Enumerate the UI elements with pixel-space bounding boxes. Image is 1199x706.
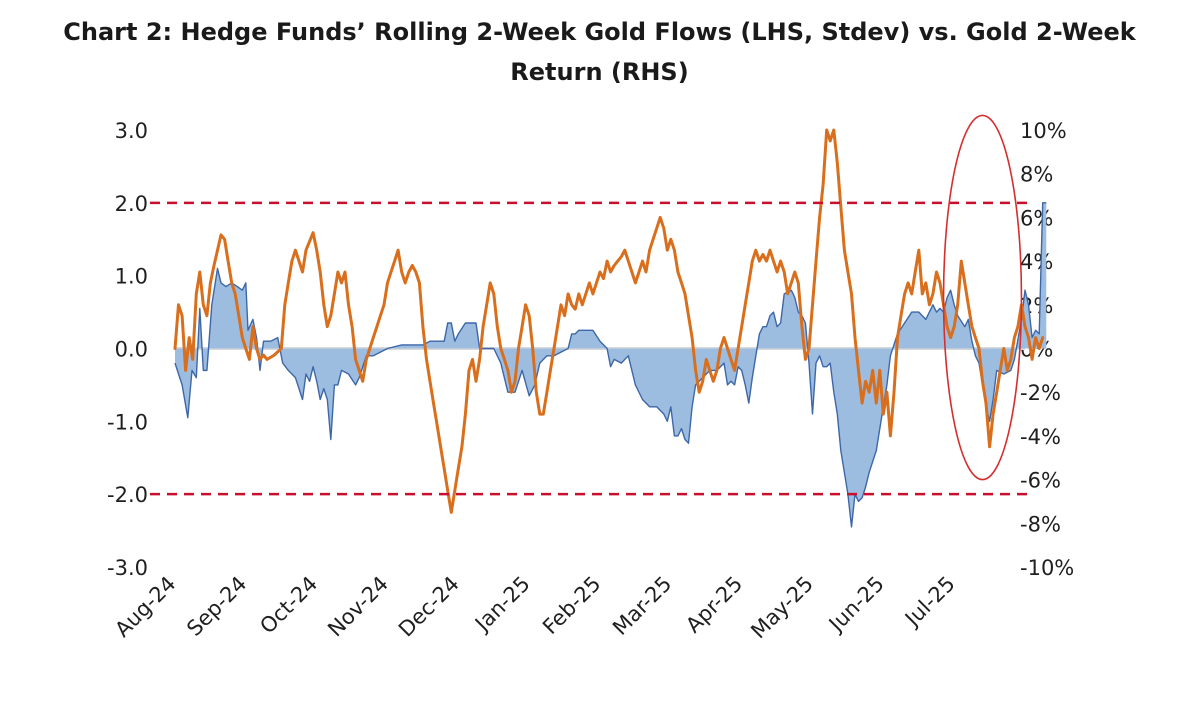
- right-axis-tick-label: -2%: [1020, 381, 1061, 405]
- left-axis-tick-label: -1.0: [107, 410, 148, 434]
- left-axis-tick-label: 3.0: [115, 119, 148, 143]
- x-axis-tick-label: Sep-24: [182, 572, 251, 641]
- x-axis-tick-label: Dec-24: [394, 572, 464, 642]
- x-axis-tick-label: May-25: [746, 572, 818, 644]
- left-axis-tick-label: 0.0: [115, 338, 148, 362]
- gold-return-line: [173, 128, 1045, 514]
- chart-title-line-1: Chart 2: Hedge Funds’ Rolling 2-Week Gol…: [63, 18, 1136, 46]
- x-axis-tick-label: Oct-24: [255, 572, 322, 639]
- x-axis-tick-label: Jan-25: [469, 572, 535, 638]
- hedge-fund-flows-line: [174, 202, 1047, 528]
- left-axis-tick-label: 2.0: [115, 192, 148, 216]
- right-axis-tick-label: 8%: [1020, 163, 1053, 187]
- x-axis-tick-label: Feb-25: [538, 572, 606, 640]
- right-axis-tick-label: 10%: [1020, 119, 1067, 143]
- right-axis-tick-label: -10%: [1020, 556, 1074, 580]
- x-axis-tick-label: Nov-24: [323, 572, 393, 642]
- x-axis-tick-label: Mar-25: [608, 572, 676, 640]
- right-axis-tick-label: -6%: [1020, 469, 1061, 493]
- right-axis-tick-label: 4%: [1020, 250, 1053, 274]
- right-axis-tick-label: -4%: [1020, 425, 1061, 449]
- chart-title: Chart 2: Hedge Funds’ Rolling 2-Week Gol…: [0, 12, 1199, 92]
- right-axis-tick-label: 6%: [1020, 206, 1053, 230]
- left-axis-tick-label: -3.0: [107, 556, 148, 580]
- x-axis-tick-label: Aug-24: [110, 572, 180, 642]
- left-axis-tick-label: -2.0: [107, 483, 148, 507]
- x-axis-tick-label: Jul-25: [899, 572, 960, 633]
- x-axis-tick-label: Jun-25: [823, 572, 889, 638]
- left-axis-tick-label: 1.0: [115, 265, 148, 289]
- chart-title-line-2: Return (RHS): [510, 58, 689, 86]
- right-axis-tick-label: -8%: [1020, 512, 1061, 536]
- x-axis-tick-label: Apr-25: [681, 572, 747, 638]
- highlight-ellipse: [942, 114, 1023, 481]
